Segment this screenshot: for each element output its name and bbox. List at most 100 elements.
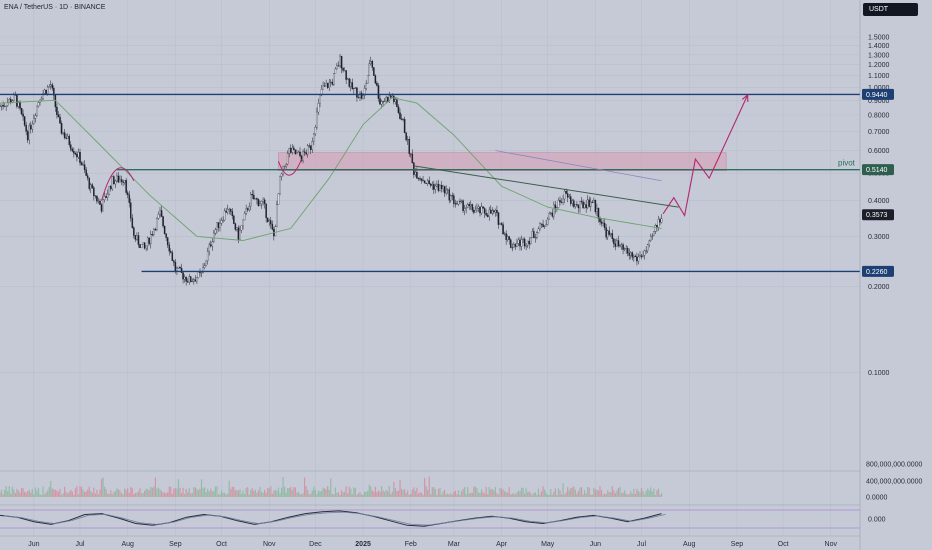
volume-bar [500,488,503,497]
candle-body [90,184,92,189]
candle-body [165,233,167,238]
volume-bar [420,492,423,497]
volume-bar [150,486,152,497]
volume-bar [165,493,167,497]
candle-body [405,132,407,141]
volume-bar [496,493,498,497]
candle-body [205,260,207,266]
candle-body [383,100,386,102]
candle-body [562,198,564,203]
y-tick-label: 0.7000 [868,129,890,136]
volume-bar [260,491,263,497]
candle-body [366,75,369,84]
volume-bar [114,490,116,497]
candle-body [216,222,218,230]
volume-bar [537,488,540,497]
candle-body [473,210,475,213]
x-tick-label: Feb [405,541,417,548]
candle-body [170,251,172,253]
volume-bar [384,491,386,497]
volume-bar [617,487,620,497]
candle-body [450,195,452,201]
volume-bar [224,492,226,497]
candle-body [3,105,6,107]
candle-body [303,151,306,153]
candle-body [117,175,120,183]
candle-body [137,235,140,245]
volume-bar [559,490,561,497]
volume-bar [350,488,352,497]
candle-body [5,105,7,107]
volume-bar [527,492,529,497]
candle-body [454,203,457,205]
x-tick-label: 2025 [355,541,371,548]
candle-body [299,151,301,157]
volume-bar [411,489,413,497]
volume-bar [187,492,189,497]
volume-bar [464,487,466,497]
time-axis[interactable]: Jun Jul Aug Sep Oct Nov Dec 2025 Feb Mar Apr May Jun… [28,541,837,548]
candle-body [102,199,104,212]
candle-body [573,200,575,207]
volume-bar [477,492,480,497]
price-label: 0.9440 [866,92,888,99]
volume-bar [591,494,593,497]
volume-bar [194,487,196,497]
candle-body [254,198,257,200]
volume-bar [371,490,373,497]
candle-body [465,207,467,209]
candle-body [174,262,177,271]
volume-bar [236,490,238,497]
candle-body [88,177,90,189]
y-tick-label: 0.3000 [868,234,890,241]
candle-body [333,73,335,85]
x-tick-label: Nov [263,541,276,548]
volume-bar [93,487,95,497]
volume-bar [320,490,323,497]
currency-button[interactable]: USDT [863,3,918,16]
candle-body [40,98,43,100]
candle-body [351,82,354,89]
candle-body [657,219,660,228]
volume-bar [620,493,623,497]
candle-body [525,245,527,247]
volume-bar [277,487,280,497]
candle-body [345,70,347,80]
candle-body [614,243,617,247]
volume-bar [240,493,243,497]
candle-body [313,133,315,142]
volume-bar [68,492,70,497]
candle-body [411,153,414,163]
candle-body [182,272,184,280]
volume-bar [408,494,410,497]
volume-bar [533,492,535,497]
volume-bar [357,493,360,497]
volume-bar [87,489,89,497]
y-tick-label: 0.2000 [868,284,890,291]
volume-bar [148,490,150,497]
candle-body [8,99,10,103]
candle-body [633,255,635,258]
price-labels: 0.9440 0.5140 0.3573 0.2260 [862,88,894,277]
symbol-title[interactable]: ENA / TetherUS · 1D · BINANCE [4,4,106,11]
candle-body [471,204,474,211]
volume-bar [542,486,544,497]
candle-body [126,192,129,195]
candle-body [623,248,626,250]
candle-body [242,219,244,226]
candle-body [159,210,161,215]
candle-body [63,132,66,138]
volume-bar [631,493,633,497]
volume-bar [580,487,583,497]
volume-bar [493,490,495,497]
candle-body [603,222,606,228]
candle-body [36,105,38,116]
candle-body [597,208,600,219]
candle-body [436,183,438,187]
candle-body [185,276,187,282]
projection-arrowhead [741,93,749,102]
candle-body [308,145,310,147]
candle-body [505,233,507,240]
